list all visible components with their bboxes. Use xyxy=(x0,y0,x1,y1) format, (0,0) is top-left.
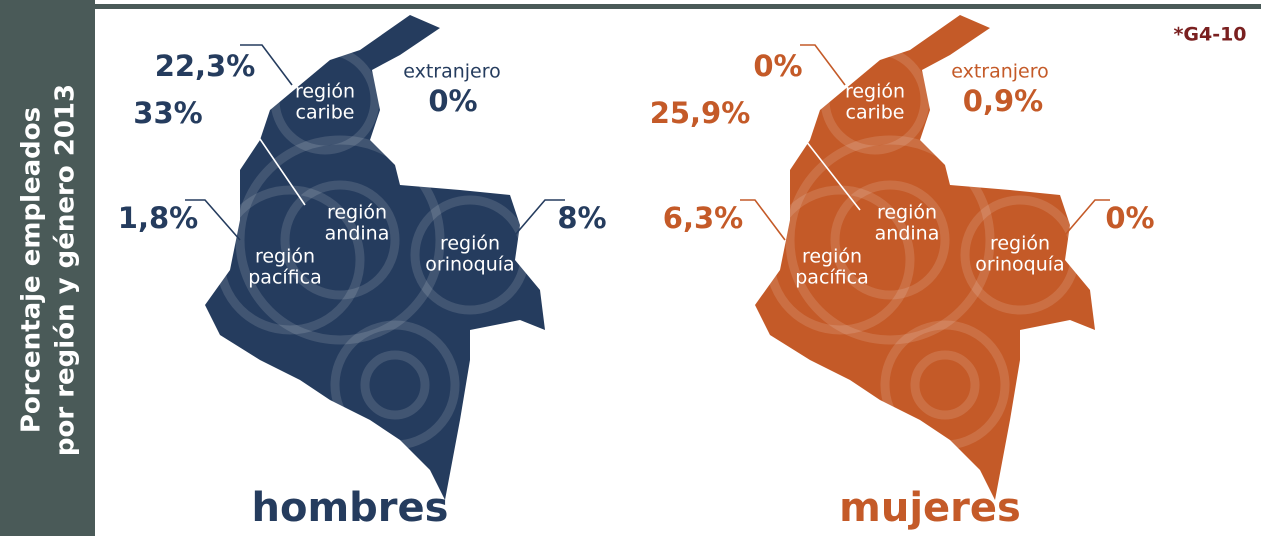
region-name: pacífica xyxy=(248,267,322,289)
region-name: región xyxy=(990,233,1050,255)
leader xyxy=(1064,199,1110,236)
leader xyxy=(740,199,786,241)
value: 6,3% xyxy=(663,201,743,235)
leader xyxy=(240,44,293,86)
leader xyxy=(200,94,306,206)
region-name: región xyxy=(802,246,862,268)
region-name: región xyxy=(440,233,500,255)
region-name: región xyxy=(327,202,387,224)
value: 0% xyxy=(753,49,802,83)
region-name: región xyxy=(255,246,315,268)
region-name: región xyxy=(877,202,937,224)
leader xyxy=(185,199,241,241)
value: 8% xyxy=(557,201,606,235)
value: 1,8% xyxy=(118,201,198,235)
leader xyxy=(745,94,861,211)
side-title: por región y género 2013 xyxy=(51,84,81,456)
value: 0% xyxy=(428,84,477,118)
top-rule xyxy=(95,4,1261,9)
side-panel xyxy=(0,0,95,536)
region-name: caribe xyxy=(296,102,355,124)
value: 25,9% xyxy=(650,96,751,130)
map: 0% región caribe 25,9% región andina 6,3… xyxy=(650,15,1155,531)
map: 22,3% región caribe 33% región andina 1,… xyxy=(118,15,607,531)
region-name: extranjero xyxy=(403,61,501,83)
region-name: caribe xyxy=(846,102,905,124)
region-name: andina xyxy=(875,223,940,245)
value: 22,3% xyxy=(155,49,256,83)
region-name: andina xyxy=(325,223,390,245)
tag: *G4-10 xyxy=(1173,24,1246,46)
leader xyxy=(514,199,565,236)
region-name: pacífica xyxy=(795,267,869,289)
value: 33% xyxy=(133,96,202,130)
side-title: Porcentaje empleados xyxy=(17,107,47,433)
region-name: región xyxy=(845,81,905,103)
value: 0% xyxy=(1105,201,1154,235)
leader xyxy=(800,44,846,86)
map-label: mujeres xyxy=(839,485,1021,531)
region-name: orinoquía xyxy=(975,254,1064,276)
region-name: región xyxy=(295,81,355,103)
map-label: hombres xyxy=(252,485,449,531)
value: 0,9% xyxy=(963,84,1043,118)
region-name: extranjero xyxy=(951,61,1049,83)
region-name: orinoquía xyxy=(425,254,514,276)
